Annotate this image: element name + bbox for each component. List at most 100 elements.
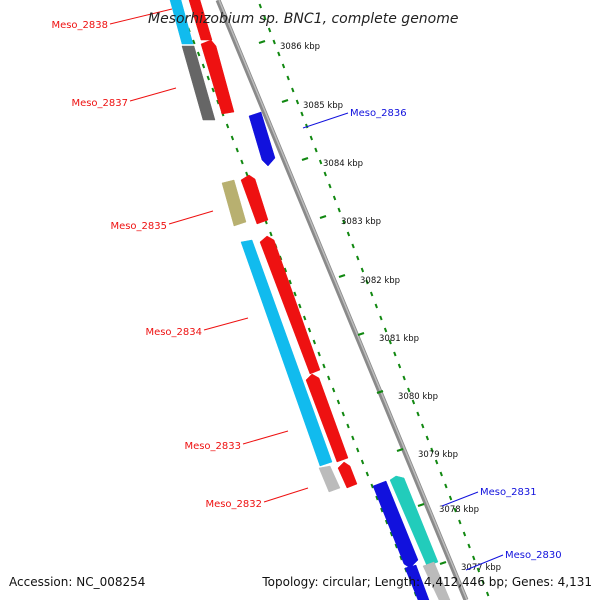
scale-tick-label: 3080 kbp [398, 392, 438, 402]
tick-dot [434, 459, 439, 465]
tick-dot [341, 411, 345, 417]
topology-label: Topology: circular; Length: 4,412,446 bp… [261, 575, 592, 589]
tick-dot [240, 159, 244, 165]
tick-dot [317, 351, 321, 357]
scale-tick-label: 3086 kbp [280, 42, 320, 52]
tick-dot [476, 567, 481, 573]
gene-meso-2830-upper[interactable] [422, 561, 451, 600]
gene-meso-2838-lower[interactable] [169, 0, 194, 45]
tick-dot [312, 339, 317, 345]
tick-dot [453, 507, 457, 513]
tick-dot [444, 483, 448, 489]
callout-leader [465, 554, 504, 571]
tick-dot [263, 15, 267, 21]
gene-label-meso-2835[interactable]: Meso_2835 [110, 221, 167, 232]
scale-tick [338, 273, 346, 279]
tick-dot [394, 543, 398, 549]
tick-dot [375, 495, 379, 501]
tick-dot [356, 255, 360, 261]
gene-label-meso-2833[interactable]: Meso_2833 [184, 441, 241, 452]
tick-dot [402, 375, 406, 381]
gene-label-meso-2830[interactable]: Meso_2830 [505, 550, 562, 561]
gene-meso-2834-lower[interactable] [240, 239, 333, 467]
callout-leader [242, 430, 289, 445]
tick-dot [235, 147, 239, 153]
gene-meso-2833-upper[interactable] [305, 373, 349, 463]
tick-dot [302, 315, 307, 321]
callout-leader [263, 487, 309, 503]
tick-dot [216, 99, 220, 105]
tick-dot [383, 327, 388, 333]
gene-meso-2830-lower[interactable] [404, 564, 430, 600]
tick-dot [201, 63, 206, 69]
tick-dot [291, 87, 295, 93]
gene-meso-2837-lower[interactable] [181, 45, 216, 121]
scale-tick [396, 447, 404, 453]
gene-meso-2832-lower[interactable] [318, 465, 341, 493]
tick-dot [416, 411, 420, 417]
callout-leader [168, 210, 214, 225]
scale-tick-label: 3078 kbp [439, 505, 479, 515]
gene-callouts: Meso_2838 Meso_2837 Meso_2835 Meso_2834 Meso… [51, 8, 562, 571]
gene-meso-2831-lower[interactable] [372, 480, 419, 569]
tick-dot [384, 519, 389, 525]
tick-dot [327, 375, 331, 381]
tick-dot-tracks [177, 3, 490, 597]
gene-label-meso-2837[interactable]: Meso_2837 [71, 98, 128, 109]
tick-dot [388, 339, 392, 345]
gene-meso-2835-lower[interactable] [221, 179, 247, 227]
gene-meso-2835-upper[interactable] [240, 174, 269, 225]
tick-dot [379, 315, 383, 321]
tick-dot [467, 543, 471, 549]
tick-dot [267, 27, 272, 33]
tick-dot [351, 435, 355, 441]
gene-label-meso-2831[interactable]: Meso_2831 [480, 487, 537, 498]
scale-tick [301, 156, 309, 162]
gene-meso-2834-upper[interactable] [259, 235, 321, 375]
scale-tick-label: 3082 kbp [360, 276, 400, 286]
tick-dot [369, 291, 374, 297]
gene-meso-2837-upper[interactable] [200, 39, 235, 115]
gene-label-meso-2834[interactable]: Meso_2834 [145, 327, 202, 338]
tick-dot [421, 423, 425, 429]
tick-dot [305, 123, 309, 129]
tick-dot [336, 399, 341, 405]
tick-dot [192, 39, 196, 45]
tick-dot [481, 579, 485, 585]
tick-dot [318, 159, 323, 165]
tick-dot [346, 423, 350, 429]
tick-dot [448, 495, 453, 501]
map-title: Mesorhizobium sp. BNC1, complete genome [148, 11, 459, 27]
tick-dot [293, 291, 297, 297]
tick-dot [397, 363, 402, 369]
gene-label-meso-2838[interactable]: Meso_2838 [51, 20, 108, 31]
gene-meso-2838-upper[interactable] [188, 0, 213, 41]
tick-dot [458, 519, 462, 525]
gene-meso-2831-upper[interactable] [389, 475, 439, 567]
scale-ticks: 3086 kbp 3085 kbp 3084 kbp 3083 kbp 3082 kbp… [258, 39, 501, 573]
tick-dot [307, 327, 312, 333]
tick-dot [230, 135, 235, 141]
scale-tick-label: 3079 kbp [418, 450, 458, 460]
tick-dot [283, 267, 288, 273]
tick-dot [472, 555, 476, 561]
backbone-highlight [218, 0, 468, 600]
gene-label-meso-2832[interactable]: Meso_2832 [205, 499, 262, 510]
tick-dot [300, 111, 304, 117]
gene-label-meso-2836[interactable]: Meso_2836 [350, 108, 407, 119]
tick-dot [245, 171, 249, 177]
gene-meso-2836[interactable] [248, 111, 276, 167]
tick-dot [399, 555, 403, 561]
scale-tick-label: 3081 kbp [379, 334, 419, 344]
tick-dot [365, 471, 370, 477]
gene-features [169, 0, 451, 600]
tick-dot [258, 3, 262, 9]
tick-dot [346, 231, 351, 237]
gene-meso-2832-upper[interactable] [337, 461, 358, 489]
accession-label: Accession: NC_008254 [9, 575, 145, 589]
scale-tick-label: 3085 kbp [303, 101, 343, 111]
scale-tick [376, 389, 384, 395]
callout-leader [129, 87, 177, 102]
